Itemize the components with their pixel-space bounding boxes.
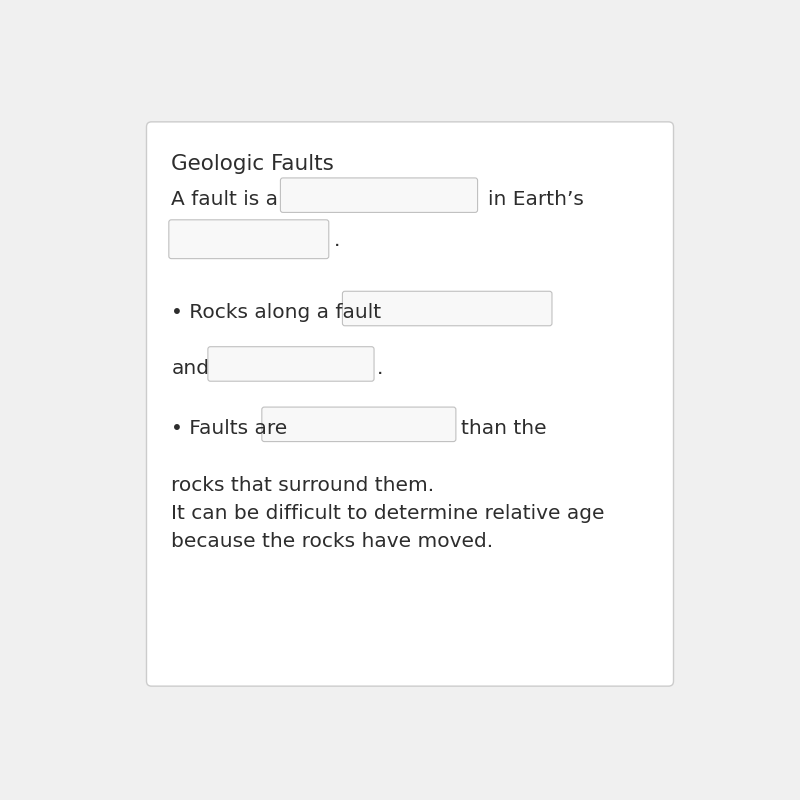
Text: A fault is a: A fault is a [171, 190, 278, 209]
Text: It can be difficult to determine relative age: It can be difficult to determine relativ… [171, 504, 605, 523]
FancyBboxPatch shape [146, 122, 674, 686]
Text: rocks that surround them.: rocks that surround them. [171, 477, 434, 495]
FancyBboxPatch shape [262, 407, 456, 442]
Text: Geologic Faults: Geologic Faults [171, 154, 334, 174]
Text: • Rocks along a fault: • Rocks along a fault [171, 303, 382, 322]
FancyBboxPatch shape [342, 291, 552, 326]
FancyBboxPatch shape [281, 178, 478, 213]
Text: in Earth’s: in Earth’s [487, 190, 583, 209]
Text: than the: than the [461, 419, 546, 438]
FancyBboxPatch shape [169, 220, 329, 258]
FancyBboxPatch shape [208, 346, 374, 382]
Text: • Faults are: • Faults are [171, 419, 287, 438]
Text: because the rocks have moved.: because the rocks have moved. [171, 532, 494, 551]
Text: .: . [334, 231, 341, 250]
Text: and: and [171, 358, 210, 378]
Text: .: . [377, 358, 383, 378]
